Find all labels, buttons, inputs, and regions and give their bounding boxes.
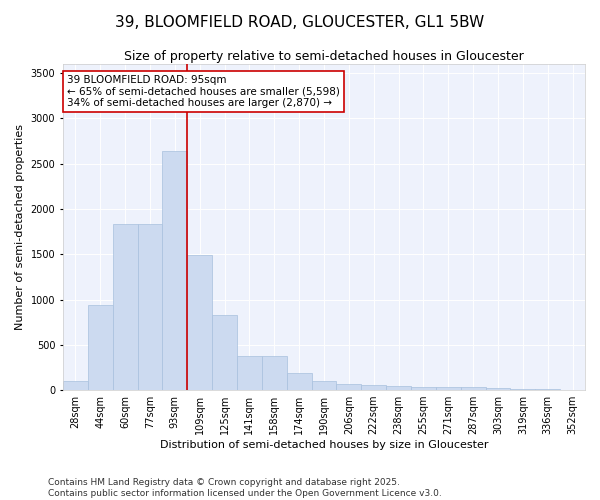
Bar <box>535 389 560 390</box>
Bar <box>113 224 137 390</box>
Bar <box>163 151 187 390</box>
Bar <box>485 388 511 390</box>
Text: Contains HM Land Registry data © Crown copyright and database right 2025.
Contai: Contains HM Land Registry data © Crown c… <box>48 478 442 498</box>
Text: 39, BLOOMFIELD ROAD, GLOUCESTER, GL1 5BW: 39, BLOOMFIELD ROAD, GLOUCESTER, GL1 5BW <box>115 15 485 30</box>
Text: 39 BLOOMFIELD ROAD: 95sqm
← 65% of semi-detached houses are smaller (5,598)
34% : 39 BLOOMFIELD ROAD: 95sqm ← 65% of semi-… <box>67 75 340 108</box>
Bar <box>88 305 113 390</box>
Bar <box>511 388 535 390</box>
X-axis label: Distribution of semi-detached houses by size in Gloucester: Distribution of semi-detached houses by … <box>160 440 488 450</box>
Bar <box>386 386 411 390</box>
Bar <box>287 374 311 390</box>
Bar <box>187 255 212 390</box>
Bar <box>436 388 461 390</box>
Bar <box>411 387 436 390</box>
Bar <box>237 356 262 390</box>
Bar <box>63 382 88 390</box>
Y-axis label: Number of semi-detached properties: Number of semi-detached properties <box>15 124 25 330</box>
Bar <box>361 385 386 390</box>
Bar <box>337 384 361 390</box>
Bar <box>212 315 237 390</box>
Bar <box>461 387 485 390</box>
Title: Size of property relative to semi-detached houses in Gloucester: Size of property relative to semi-detach… <box>124 50 524 63</box>
Bar <box>137 224 163 390</box>
Bar <box>311 381 337 390</box>
Bar <box>262 356 287 390</box>
